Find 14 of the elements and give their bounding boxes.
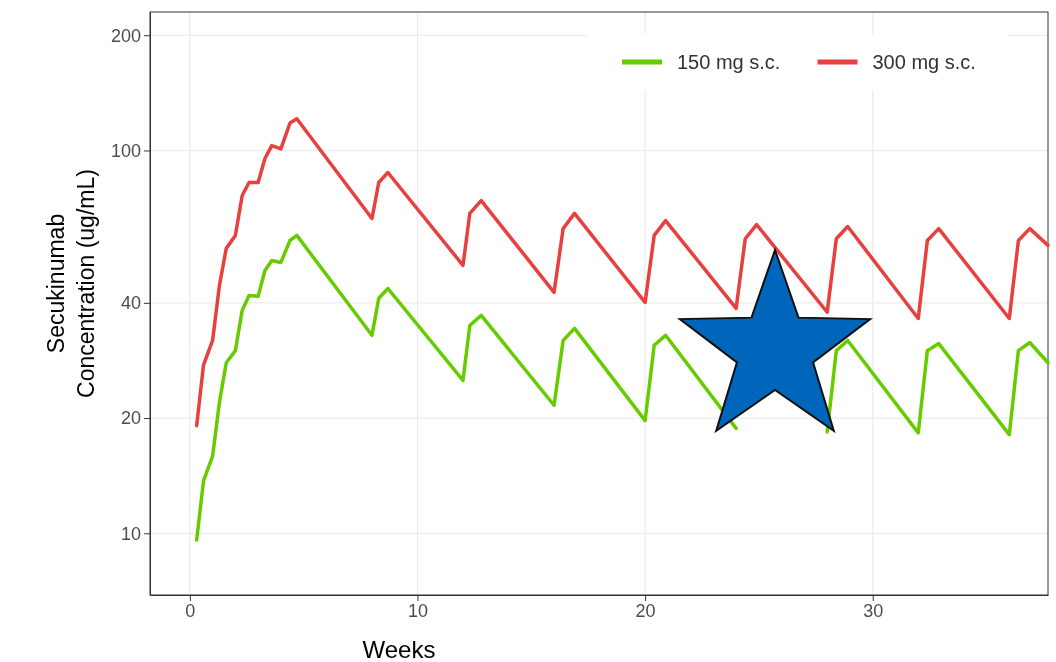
y-axis-title: Secukinumab Concentration (ug/mL): [43, 169, 99, 398]
y-tick-label: 10: [120, 523, 141, 544]
x-axis-title: Weeks: [362, 636, 436, 662]
y-tick-label: 100: [110, 140, 141, 161]
y-tick-label: 20: [120, 408, 141, 429]
legend-label: 300 mg s.c.: [872, 51, 976, 73]
x-tick-label: 20: [635, 600, 656, 621]
legend-label: 150 mg s.c.: [677, 51, 781, 73]
x-tick-label: 0: [185, 600, 196, 621]
y-tick-label: 40: [120, 293, 141, 314]
y-tick-label: 200: [110, 25, 141, 46]
line-series: [194, 117, 1050, 428]
x-tick-label: 30: [863, 600, 884, 621]
x-tick-label: 10: [407, 600, 428, 621]
